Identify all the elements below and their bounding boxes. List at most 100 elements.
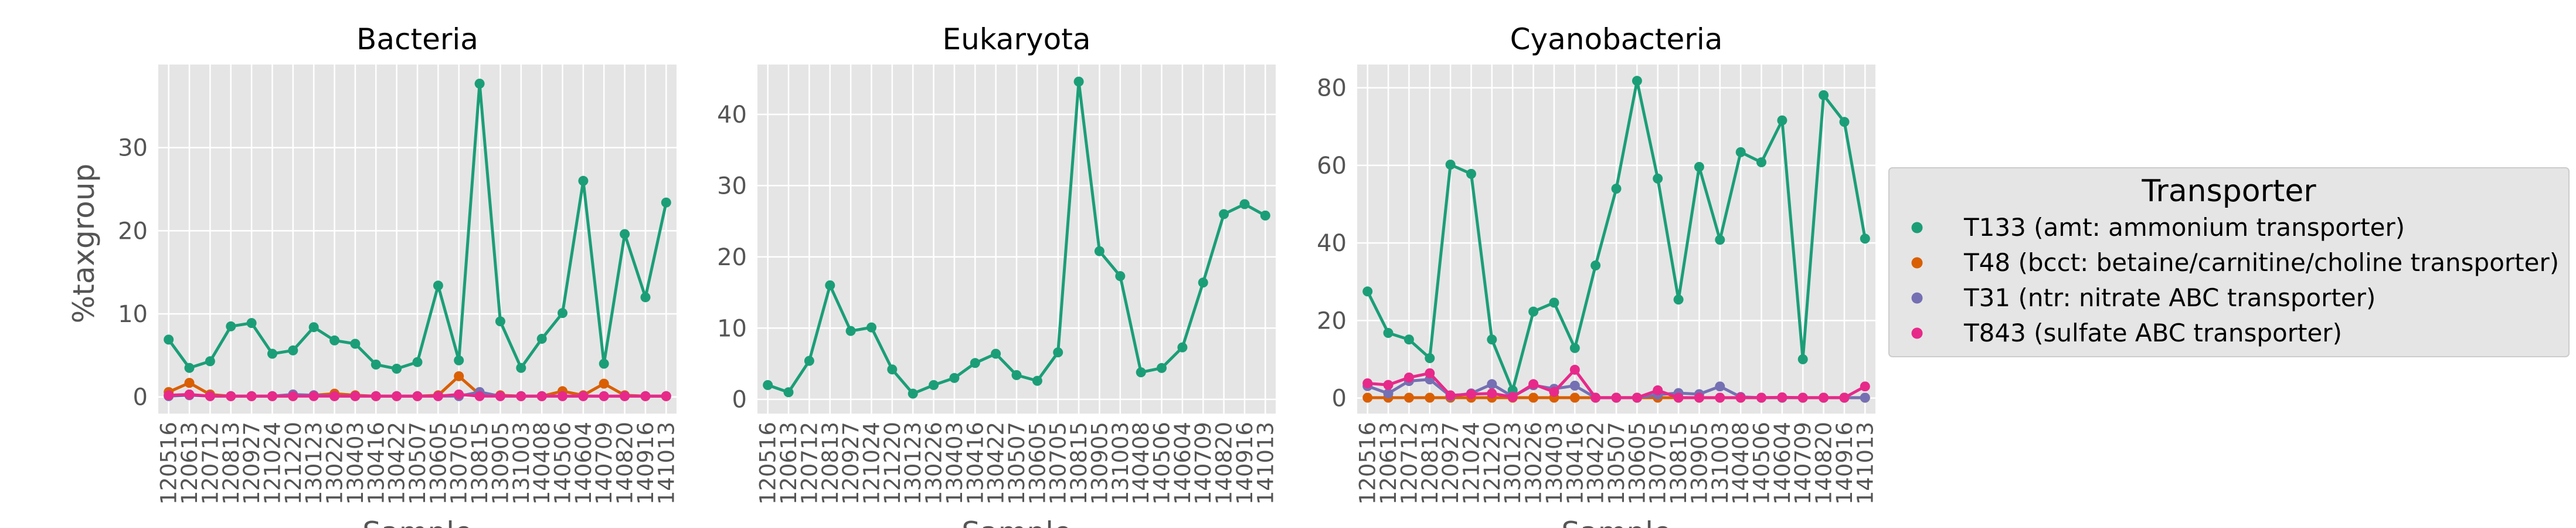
x-tick-label: 120927 xyxy=(239,422,264,505)
x-tick-label: 121024 xyxy=(859,422,884,505)
data-point xyxy=(474,79,485,89)
data-point xyxy=(1632,392,1642,403)
x-tick-label: 120813 xyxy=(818,422,843,505)
x-tick-label: 130705 xyxy=(1046,422,1071,505)
data-point xyxy=(1528,392,1539,403)
grid xyxy=(757,65,1276,414)
data-point xyxy=(412,391,423,401)
legend: Transporter T133 (amt: ammonium transpor… xyxy=(1888,167,2570,357)
data-point xyxy=(1653,385,1663,395)
data-point xyxy=(454,371,464,381)
x-tick-label: 130123 xyxy=(900,422,926,505)
data-point xyxy=(267,391,277,401)
data-point xyxy=(1715,235,1725,245)
data-point xyxy=(495,391,505,401)
data-point xyxy=(1569,343,1580,353)
data-point xyxy=(1694,162,1704,172)
data-point xyxy=(1756,157,1766,168)
data-point xyxy=(578,175,589,186)
x-tick-label: 140916 xyxy=(633,422,658,505)
data-point xyxy=(640,292,651,303)
x-tick-label: 121220 xyxy=(1480,422,1505,505)
x-tick-label: 140709 xyxy=(1790,422,1816,505)
data-point xyxy=(1797,354,1808,364)
data-point xyxy=(536,334,547,344)
data-point xyxy=(164,390,174,401)
data-point xyxy=(1591,260,1601,270)
data-point xyxy=(474,391,485,401)
data-point xyxy=(164,334,174,345)
data-point xyxy=(1611,392,1622,403)
y-tick-label: 0 xyxy=(133,384,148,411)
y-tick-label: 20 xyxy=(717,244,747,271)
y-tick-label: 30 xyxy=(717,172,747,199)
x-tick-label: 130226 xyxy=(922,422,947,505)
data-point xyxy=(1528,306,1539,317)
y-tick-label: 40 xyxy=(1317,230,1347,257)
data-point xyxy=(887,364,898,375)
data-point xyxy=(392,391,402,401)
data-point xyxy=(226,321,236,331)
data-point xyxy=(1569,380,1580,391)
data-point xyxy=(1632,76,1642,86)
data-point xyxy=(1507,392,1518,402)
x-tick-label: 130705 xyxy=(1646,422,1671,505)
x-tick-label: 130507 xyxy=(405,422,430,505)
y-tick-label: 10 xyxy=(717,315,747,342)
data-point xyxy=(1260,210,1270,221)
data-point xyxy=(866,322,876,333)
x-tick-label: 121220 xyxy=(281,422,306,505)
data-point xyxy=(1715,381,1725,392)
legend-title: Transporter xyxy=(2141,174,2316,209)
x-tick-label: 130123 xyxy=(1500,422,1525,505)
x-tick-label: 140709 xyxy=(1191,422,1216,505)
panel-eukaryota: Eukaryota Sample 01020304012051612061312… xyxy=(717,22,1278,528)
x-tick-label: 120712 xyxy=(1396,422,1422,505)
x-tick-label: 130226 xyxy=(1521,422,1547,505)
data-point xyxy=(783,387,794,398)
x-tick-label: 130905 xyxy=(1087,422,1112,505)
data-point xyxy=(288,345,298,356)
x-tick-label: 130422 xyxy=(385,422,410,505)
x-tick-label: 120927 xyxy=(1438,422,1463,505)
panel-bacteria: Bacteria %taxgroup Sample 01020301205161… xyxy=(67,22,679,528)
data-point xyxy=(558,391,567,401)
x-tick-label: 130422 xyxy=(1583,422,1609,505)
x-tick-label: 130422 xyxy=(984,422,1009,505)
x-tick-label: 130403 xyxy=(1542,422,1567,505)
data-point xyxy=(1032,375,1042,386)
data-point xyxy=(1425,368,1435,378)
x-tick-label: 131003 xyxy=(1108,422,1133,505)
data-point xyxy=(1383,328,1394,338)
legend-label: T31 (ntr: nitrate ABC transporter) xyxy=(1963,283,2376,312)
data-point xyxy=(825,280,835,290)
data-point xyxy=(454,389,464,400)
x-tick-label: 140604 xyxy=(571,422,596,505)
data-point xyxy=(1362,392,1373,403)
data-point xyxy=(1777,392,1787,402)
data-point xyxy=(1094,246,1105,256)
x-tick-label: 141013 xyxy=(1853,422,1878,505)
data-point xyxy=(1157,363,1167,373)
data-point xyxy=(1445,390,1456,401)
x-tick-label: 120516 xyxy=(756,422,781,505)
x-tick-label: 121220 xyxy=(880,422,905,505)
data-point xyxy=(1011,370,1022,380)
data-point xyxy=(1777,115,1787,126)
data-point xyxy=(350,391,361,401)
x-tick-label: 140604 xyxy=(1770,422,1795,505)
data-point xyxy=(1403,392,1414,403)
data-point xyxy=(1219,209,1229,219)
x-tick-label: 120516 xyxy=(1355,422,1381,505)
data-point xyxy=(536,391,547,401)
data-point xyxy=(970,358,980,368)
x-tick-label: 120712 xyxy=(797,422,822,505)
legend-label: T48 (bcct: betaine/carnitine/choline tra… xyxy=(1963,248,2559,277)
data-point xyxy=(1528,379,1539,390)
y-tick-label: 20 xyxy=(118,218,148,245)
data-point xyxy=(599,358,609,369)
x-tick-label: 120516 xyxy=(157,422,182,505)
y-tick-label: 30 xyxy=(118,135,148,162)
series xyxy=(1362,76,1870,395)
